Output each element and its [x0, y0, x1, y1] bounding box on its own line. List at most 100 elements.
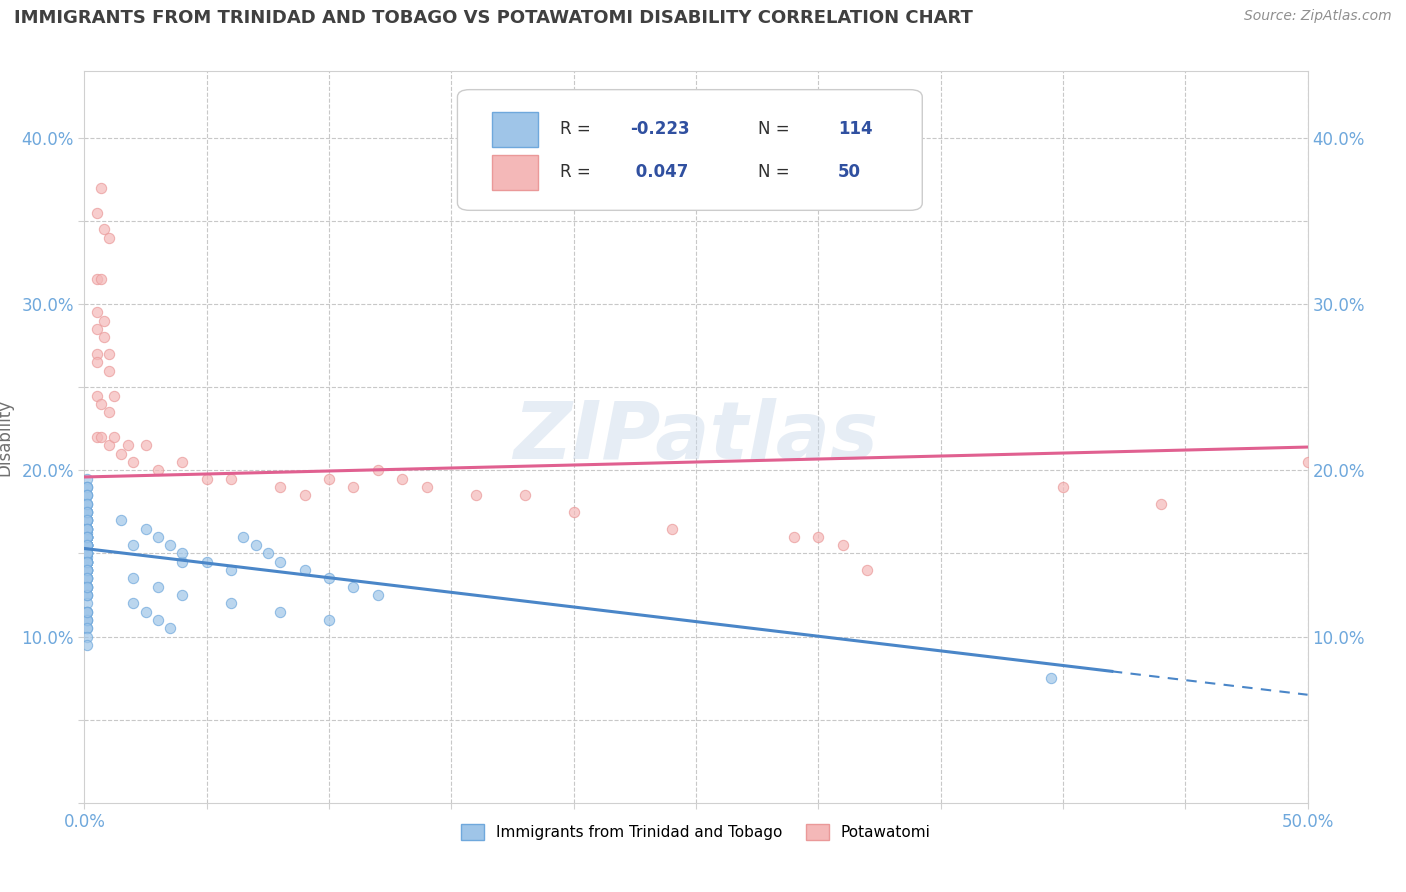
Point — [159, 621, 181, 635]
Point — [76, 513, 98, 527]
Point — [245, 538, 267, 552]
Point — [135, 521, 157, 535]
Point — [76, 555, 98, 569]
Point — [97, 347, 120, 361]
Point — [416, 480, 439, 494]
Point — [146, 530, 169, 544]
Point — [367, 463, 389, 477]
Point — [391, 472, 413, 486]
Point — [86, 347, 108, 361]
Point — [76, 480, 98, 494]
Point — [807, 530, 830, 544]
Point — [103, 430, 125, 444]
Point — [90, 272, 112, 286]
Point — [76, 513, 98, 527]
Text: R =: R = — [560, 163, 596, 181]
Point — [122, 538, 145, 552]
Point — [76, 555, 98, 569]
Point — [172, 588, 194, 602]
Point — [76, 521, 98, 535]
Point — [76, 538, 98, 552]
Point — [76, 513, 98, 527]
Point — [86, 272, 108, 286]
Point — [195, 555, 218, 569]
Point — [76, 613, 98, 627]
Point — [269, 480, 291, 494]
Point — [86, 205, 108, 219]
Point — [195, 472, 218, 486]
Point — [513, 488, 536, 502]
Point — [76, 549, 98, 564]
Point — [86, 355, 108, 369]
Point — [76, 497, 98, 511]
Point — [294, 488, 316, 502]
Point — [76, 497, 98, 511]
Point — [661, 521, 683, 535]
Point — [342, 580, 364, 594]
Point — [76, 555, 98, 569]
Point — [318, 472, 340, 486]
Point — [122, 455, 145, 469]
Point — [76, 613, 98, 627]
Point — [76, 538, 98, 552]
Point — [76, 505, 98, 519]
Point — [146, 613, 169, 627]
Point — [90, 397, 112, 411]
Point — [76, 563, 98, 577]
Point — [76, 513, 98, 527]
FancyBboxPatch shape — [457, 90, 922, 211]
Point — [76, 521, 98, 535]
Point — [172, 546, 194, 560]
Text: ZIPatlas: ZIPatlas — [513, 398, 879, 476]
Point — [76, 563, 98, 577]
Point — [219, 596, 242, 610]
Point — [93, 330, 115, 344]
Point — [86, 430, 108, 444]
Point — [367, 588, 389, 602]
Point — [76, 563, 98, 577]
Point — [86, 388, 108, 402]
Point — [97, 363, 120, 377]
Point — [76, 521, 98, 535]
Point — [76, 521, 98, 535]
Point — [90, 180, 112, 194]
Point — [232, 530, 254, 544]
Legend: Immigrants from Trinidad and Tobago, Potawatomi: Immigrants from Trinidad and Tobago, Pot… — [456, 818, 936, 847]
Point — [76, 530, 98, 544]
Point — [257, 546, 280, 560]
Point — [76, 563, 98, 577]
Point — [93, 222, 115, 236]
Point — [76, 538, 98, 552]
Text: -0.223: -0.223 — [630, 120, 689, 138]
Point — [76, 538, 98, 552]
Point — [86, 305, 108, 319]
Point — [76, 580, 98, 594]
Point — [783, 530, 806, 544]
FancyBboxPatch shape — [492, 112, 538, 146]
Point — [97, 405, 120, 419]
Point — [294, 563, 316, 577]
Point — [146, 463, 169, 477]
Point — [76, 596, 98, 610]
Point — [269, 605, 291, 619]
Point — [76, 530, 98, 544]
Point — [76, 588, 98, 602]
Point — [172, 455, 194, 469]
Point — [76, 638, 98, 652]
Point — [76, 555, 98, 569]
Point — [76, 555, 98, 569]
Point — [1052, 480, 1074, 494]
Point — [76, 538, 98, 552]
Point — [76, 530, 98, 544]
Point — [76, 497, 98, 511]
Point — [76, 571, 98, 585]
Point — [318, 613, 340, 627]
Point — [76, 488, 98, 502]
Point — [76, 513, 98, 527]
Point — [76, 526, 98, 541]
Point — [97, 438, 120, 452]
Point — [76, 538, 98, 552]
Point — [76, 538, 98, 552]
Text: N =: N = — [758, 120, 796, 138]
Point — [76, 538, 98, 552]
